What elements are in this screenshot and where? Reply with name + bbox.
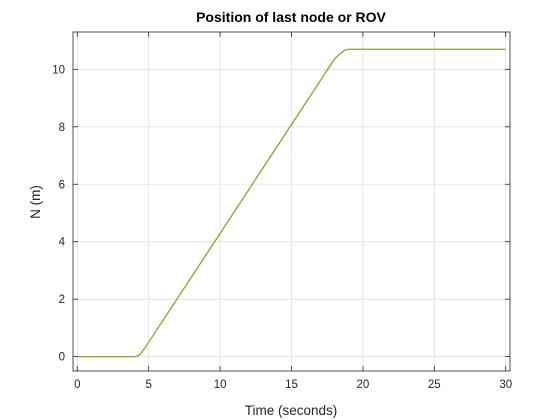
chart-title: Position of last node or ROV — [196, 9, 386, 25]
x-tick-label: 0 — [74, 379, 80, 391]
x-tick-label: 20 — [357, 379, 370, 391]
x-tick-label: 5 — [145, 379, 151, 391]
y-tick-label: 8 — [59, 122, 65, 134]
series-line — [77, 48, 506, 358]
x-tick-label: 10 — [214, 379, 227, 391]
x-tick-label: 30 — [499, 379, 512, 391]
x-tick-label: 25 — [428, 379, 441, 391]
y-tick-label: 10 — [52, 64, 65, 76]
y-tick-label: 0 — [59, 352, 65, 364]
y-axis-label: N (m) — [28, 185, 43, 219]
x-tick-label: 15 — [285, 379, 298, 391]
x-axis-label: Time (seconds) — [245, 403, 338, 418]
grid — [73, 32, 510, 371]
y-tick-label: 6 — [59, 179, 65, 191]
y-tick-label: 2 — [59, 294, 65, 306]
ticks: 0 5 10 15 20 25 30 0 2 4 6 8 10 — [52, 32, 512, 391]
series-group — [77, 48, 506, 358]
y-tick-label: 4 — [59, 237, 66, 249]
